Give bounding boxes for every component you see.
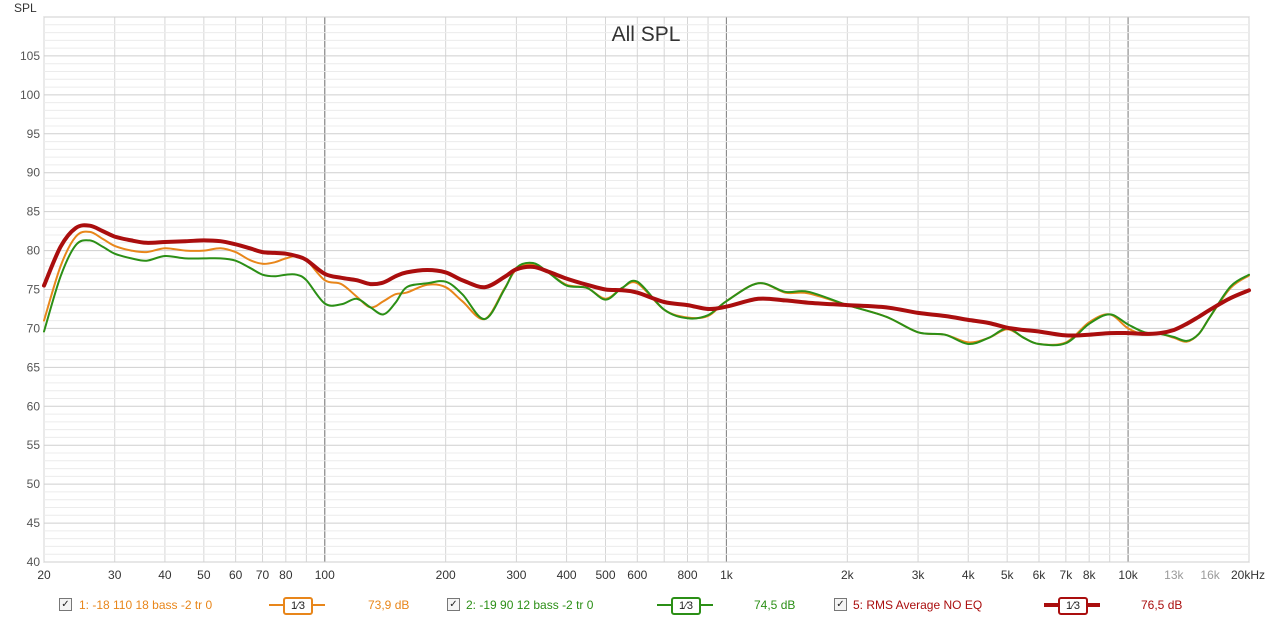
series-1-checkbox[interactable]: ✓ bbox=[59, 598, 72, 611]
x-tick-label: 3k bbox=[912, 568, 926, 582]
series-2-value: 74,5 dB bbox=[754, 598, 796, 612]
x-tick-label: 400 bbox=[557, 568, 577, 582]
series-1-label: 1: -18 110 18 bass -2 tr 0 bbox=[79, 598, 213, 612]
x-tick-label: 7k bbox=[1060, 568, 1074, 582]
series-2-smoothing-button[interactable]: 1⁄3 bbox=[657, 595, 713, 615]
x-tick-label: 8k bbox=[1083, 568, 1097, 582]
series-2-label: 2: -19 90 12 bass -2 tr 0 bbox=[466, 598, 594, 612]
x-tick-label: 13k bbox=[1164, 568, 1184, 582]
y-tick-label: 50 bbox=[27, 477, 41, 491]
x-tick-label: 20kHz bbox=[1231, 568, 1265, 582]
legend: ✓ 1: -18 110 18 bass -2 tr 0 1⁄3 73,9 dB… bbox=[0, 595, 1270, 615]
x-tick-label: 20 bbox=[37, 568, 51, 582]
series-2-smoothing-value: 1⁄3 bbox=[671, 597, 701, 615]
y-tick-label: 75 bbox=[27, 283, 41, 297]
x-tick-label: 100 bbox=[315, 568, 335, 582]
x-tick-label: 16k bbox=[1200, 568, 1220, 582]
x-tick-label: 40 bbox=[158, 568, 172, 582]
y-tick-label: 100 bbox=[20, 88, 40, 102]
y-axis-label: SPL bbox=[14, 1, 37, 15]
x-tick-label: 1k bbox=[720, 568, 734, 582]
x-tick-label: 200 bbox=[436, 568, 456, 582]
y-tick-labels: 40 45 50 55 60 65 70 75 80 85 90 95 100 105 bbox=[20, 49, 40, 569]
series-5-smoothing-value: 1⁄3 bbox=[1058, 597, 1088, 615]
x-tick-label: 80 bbox=[279, 568, 293, 582]
y-tick-label: 65 bbox=[27, 360, 41, 374]
x-tick-label: 60 bbox=[229, 568, 243, 582]
series-line-3 bbox=[42, 223, 1251, 338]
series-1-value: 73,9 dB bbox=[368, 598, 410, 612]
chart-title: All SPL bbox=[612, 23, 681, 46]
x-tick-label: 70 bbox=[256, 568, 270, 582]
x-tick-label: 30 bbox=[108, 568, 122, 582]
y-tick-label: 70 bbox=[27, 321, 41, 335]
y-tick-label: 45 bbox=[27, 516, 41, 530]
series-5-label: 5: RMS Average NO EQ bbox=[853, 598, 983, 612]
y-tick-label: 95 bbox=[27, 127, 41, 141]
series-2-checkbox[interactable]: ✓ bbox=[447, 598, 460, 611]
series-1-smoothing-button[interactable]: 1⁄3 bbox=[269, 595, 325, 615]
x-tick-label: 500 bbox=[595, 568, 615, 582]
x-tick-label: 2k bbox=[841, 568, 855, 582]
y-tick-label: 105 bbox=[20, 49, 40, 63]
x-tick-label: 600 bbox=[627, 568, 647, 582]
series-1-smoothing-value: 1⁄3 bbox=[283, 597, 313, 615]
x-tick-label: 4k bbox=[962, 568, 976, 582]
x-tick-label: 6k bbox=[1033, 568, 1047, 582]
y-tick-label: 85 bbox=[27, 205, 41, 219]
y-tick-label: 90 bbox=[27, 166, 41, 180]
y-tick-label: 40 bbox=[27, 555, 41, 569]
x-tick-labels: 20 30 40 50 60 70 80 100 200 300 400 500 600 800 1k 2k 3… bbox=[37, 568, 1265, 582]
series-5-checkbox[interactable]: ✓ bbox=[834, 598, 847, 611]
x-tick-label: 300 bbox=[506, 568, 526, 582]
x-tick-label: 50 bbox=[197, 568, 211, 582]
y-tick-label: 80 bbox=[27, 244, 41, 258]
y-tick-label: 55 bbox=[27, 438, 41, 452]
x-tick-label: 10k bbox=[1118, 568, 1138, 582]
x-tick-label: 800 bbox=[677, 568, 697, 582]
x-tick-label: 5k bbox=[1001, 568, 1015, 582]
series-5-smoothing-button[interactable]: 1⁄3 bbox=[1044, 595, 1100, 615]
series-lines bbox=[42, 223, 1251, 347]
y-tick-label: 60 bbox=[27, 399, 41, 413]
series-5-value: 76,5 dB bbox=[1141, 598, 1183, 612]
spl-chart: 40 45 50 55 60 65 70 75 80 85 90 95 100 105 20 30 40 50 6… bbox=[14, 1, 1265, 582]
